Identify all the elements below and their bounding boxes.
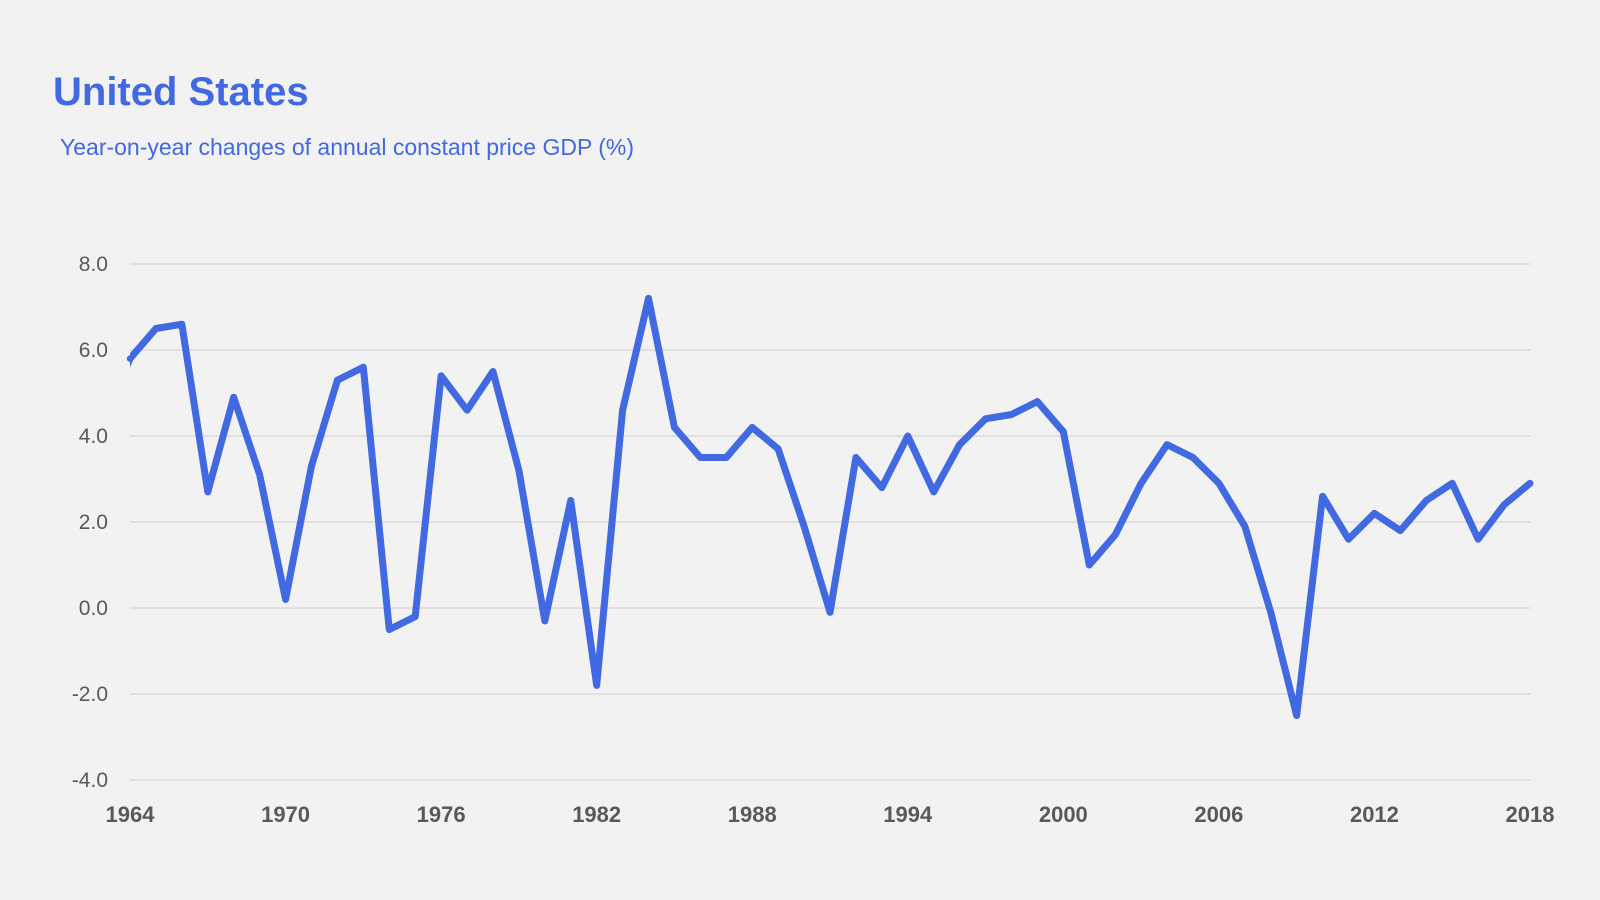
x-tick-label: 1970 bbox=[261, 802, 310, 827]
data-point bbox=[593, 682, 600, 689]
data-point bbox=[489, 368, 497, 375]
data-point bbox=[930, 488, 937, 496]
data-point bbox=[256, 471, 263, 478]
data-point bbox=[826, 609, 834, 616]
data-point bbox=[878, 484, 886, 491]
data-point bbox=[1319, 493, 1326, 500]
data-point bbox=[1449, 480, 1456, 487]
chart-title: United States bbox=[53, 70, 309, 114]
x-tick-label: 2000 bbox=[1039, 802, 1088, 827]
y-tick-label: 6.0 bbox=[79, 339, 108, 362]
data-point bbox=[152, 325, 160, 332]
data-point bbox=[1267, 609, 1274, 616]
data-point bbox=[1215, 480, 1223, 487]
y-tick-label: -4.0 bbox=[72, 769, 108, 792]
data-point bbox=[463, 407, 471, 414]
data-point bbox=[204, 488, 211, 496]
x-tick-label: 1982 bbox=[572, 802, 621, 827]
data-point bbox=[386, 626, 393, 633]
data-point bbox=[437, 372, 445, 379]
data-point bbox=[645, 295, 652, 302]
data-point bbox=[671, 424, 678, 431]
data-point bbox=[774, 445, 782, 453]
data-point bbox=[1345, 536, 1352, 543]
data-point bbox=[852, 454, 860, 461]
data-point bbox=[800, 523, 808, 530]
y-axis-ticks: 8.0 6.0 4.0 2.0 0.0 -2.0 -4.0 bbox=[72, 253, 108, 792]
data-point bbox=[1137, 480, 1145, 487]
y-tick-label: 0.0 bbox=[79, 597, 108, 620]
data-point bbox=[334, 376, 341, 384]
data-point bbox=[697, 454, 704, 461]
x-axis-ticks: 1964 1970 1976 1982 1988 1994 2000 2006 2012 2018 bbox=[106, 802, 1555, 827]
chart-subtitle: Year-on-year changes of annual constant … bbox=[60, 134, 635, 160]
data-point bbox=[1060, 428, 1067, 435]
data-point bbox=[1111, 531, 1119, 539]
data-point bbox=[126, 355, 134, 362]
y-tick-label: 4.0 bbox=[79, 425, 108, 448]
x-tick-label: 2006 bbox=[1194, 802, 1243, 827]
data-point bbox=[619, 407, 626, 414]
x-tick-label: 1964 bbox=[106, 802, 156, 827]
data-point bbox=[178, 321, 186, 328]
data-point bbox=[282, 596, 289, 603]
data-point bbox=[904, 432, 911, 440]
y-tick-label: 2.0 bbox=[79, 511, 108, 534]
x-tick-label: 2018 bbox=[1506, 802, 1555, 827]
data-point bbox=[1163, 441, 1171, 448]
data-point bbox=[567, 497, 574, 504]
y-tick-label: 8.0 bbox=[79, 253, 108, 276]
x-tick-label: 1976 bbox=[417, 802, 466, 827]
data-point bbox=[1500, 501, 1508, 508]
data-point bbox=[1086, 561, 1093, 569]
x-tick-label: 1994 bbox=[883, 802, 933, 827]
data-point bbox=[1008, 411, 1015, 418]
data-point bbox=[515, 467, 523, 474]
data-point bbox=[1189, 454, 1197, 461]
data-point bbox=[411, 613, 419, 620]
data-point bbox=[230, 394, 237, 401]
data-point bbox=[308, 462, 315, 470]
data-point bbox=[1397, 527, 1404, 534]
series-line bbox=[130, 294, 1534, 719]
data-point bbox=[541, 617, 549, 625]
x-tick-label: 2012 bbox=[1350, 802, 1399, 827]
data-point bbox=[360, 364, 367, 371]
data-point bbox=[1241, 523, 1249, 530]
data-point bbox=[1293, 712, 1300, 719]
data-point bbox=[1474, 536, 1482, 543]
data-point bbox=[956, 441, 963, 448]
data-point bbox=[1034, 398, 1041, 405]
data-point bbox=[982, 415, 989, 422]
y-tick-label: -2.0 bbox=[72, 683, 108, 706]
data-point bbox=[1371, 510, 1378, 517]
data-point bbox=[1526, 480, 1534, 487]
data-point bbox=[1423, 497, 1430, 504]
series-layer bbox=[126, 294, 1534, 719]
data-point bbox=[749, 424, 756, 431]
data-point bbox=[723, 454, 730, 461]
x-tick-label: 1988 bbox=[728, 802, 777, 827]
